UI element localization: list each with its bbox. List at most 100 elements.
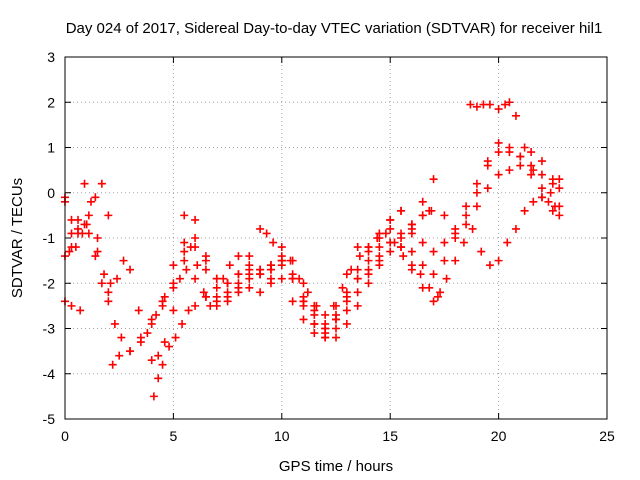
data-point <box>321 310 330 319</box>
data-point <box>93 234 102 242</box>
data-point <box>477 247 486 256</box>
data-point <box>191 301 200 310</box>
data-point <box>501 100 510 109</box>
data-point <box>338 283 347 292</box>
data-point <box>520 143 529 152</box>
data-point <box>375 256 384 265</box>
data-point <box>84 211 93 220</box>
data-point <box>169 279 178 288</box>
data-point <box>100 270 109 279</box>
data-point <box>364 265 373 274</box>
data-point <box>154 351 163 360</box>
data-point <box>462 220 471 229</box>
data-point <box>171 333 180 342</box>
axis-ticks: 0 5 10 15 20 25 -5 -4 -3 -2 -1 0 1 2 3 <box>43 49 615 444</box>
data-point <box>104 288 113 297</box>
data-point <box>472 179 481 188</box>
data-point <box>286 256 295 265</box>
data-point <box>180 256 189 265</box>
data-point <box>184 306 193 315</box>
y-tick-label: -1 <box>43 230 56 246</box>
data-point <box>91 252 100 261</box>
data-point <box>223 292 232 301</box>
data-point <box>93 247 102 256</box>
data-point <box>494 105 503 114</box>
data-point <box>537 157 546 166</box>
data-point <box>505 166 514 175</box>
data-point <box>310 319 319 328</box>
data-point <box>416 270 425 279</box>
x-tick-label: 10 <box>274 428 290 444</box>
data-point <box>74 215 83 224</box>
data-point <box>158 301 167 310</box>
data-point <box>180 238 189 247</box>
data-point <box>407 229 416 238</box>
data-point <box>115 351 124 360</box>
data-point <box>80 179 89 188</box>
data-point <box>223 279 232 288</box>
data-point <box>78 229 87 238</box>
y-tick-label: 3 <box>47 49 55 65</box>
x-tick-label: 25 <box>599 428 615 444</box>
data-point <box>180 247 189 256</box>
y-tick-label: -2 <box>43 275 56 291</box>
data-point <box>182 265 191 274</box>
data-point <box>516 152 525 161</box>
data-point <box>199 288 208 297</box>
data-point <box>147 356 156 365</box>
data-point <box>527 148 536 157</box>
data-point <box>548 175 557 184</box>
data-point <box>310 329 319 338</box>
data-point <box>425 283 434 292</box>
data-point <box>104 297 113 306</box>
data-point <box>342 288 351 297</box>
data-point <box>386 247 395 256</box>
data-point <box>175 274 184 283</box>
data-point <box>158 360 167 369</box>
data-point <box>256 288 265 297</box>
data-point <box>126 347 135 356</box>
data-points <box>61 98 564 401</box>
data-point <box>436 288 445 297</box>
data-point <box>201 252 210 261</box>
data-point <box>245 274 254 283</box>
data-point <box>353 274 362 283</box>
y-tick-label: 1 <box>47 140 55 156</box>
data-point <box>110 319 119 328</box>
data-point <box>117 333 126 342</box>
data-point <box>186 243 195 252</box>
data-point <box>440 238 449 247</box>
data-point <box>451 256 460 265</box>
data-point <box>277 256 286 265</box>
data-point <box>364 243 373 252</box>
data-point <box>462 202 471 211</box>
data-point <box>67 301 76 310</box>
data-point <box>440 211 449 220</box>
data-point <box>266 274 275 283</box>
data-point <box>381 229 390 238</box>
data-point <box>266 265 275 274</box>
data-point <box>234 270 243 279</box>
data-point <box>468 224 477 233</box>
data-point <box>147 315 156 324</box>
data-point <box>511 111 520 120</box>
data-point <box>119 256 128 265</box>
data-point <box>310 306 319 315</box>
data-point <box>342 270 351 279</box>
data-point <box>201 292 210 301</box>
data-point <box>520 206 529 215</box>
data-point <box>353 243 362 252</box>
data-point <box>505 98 514 107</box>
data-point <box>451 229 460 238</box>
data-point <box>505 143 514 152</box>
data-point <box>472 102 481 111</box>
data-point <box>191 215 200 224</box>
data-point <box>191 234 200 242</box>
data-point <box>329 301 338 310</box>
data-point <box>529 197 538 206</box>
data-point <box>136 333 145 342</box>
data-point <box>212 283 221 292</box>
data-point <box>303 288 312 297</box>
data-point <box>355 252 364 261</box>
